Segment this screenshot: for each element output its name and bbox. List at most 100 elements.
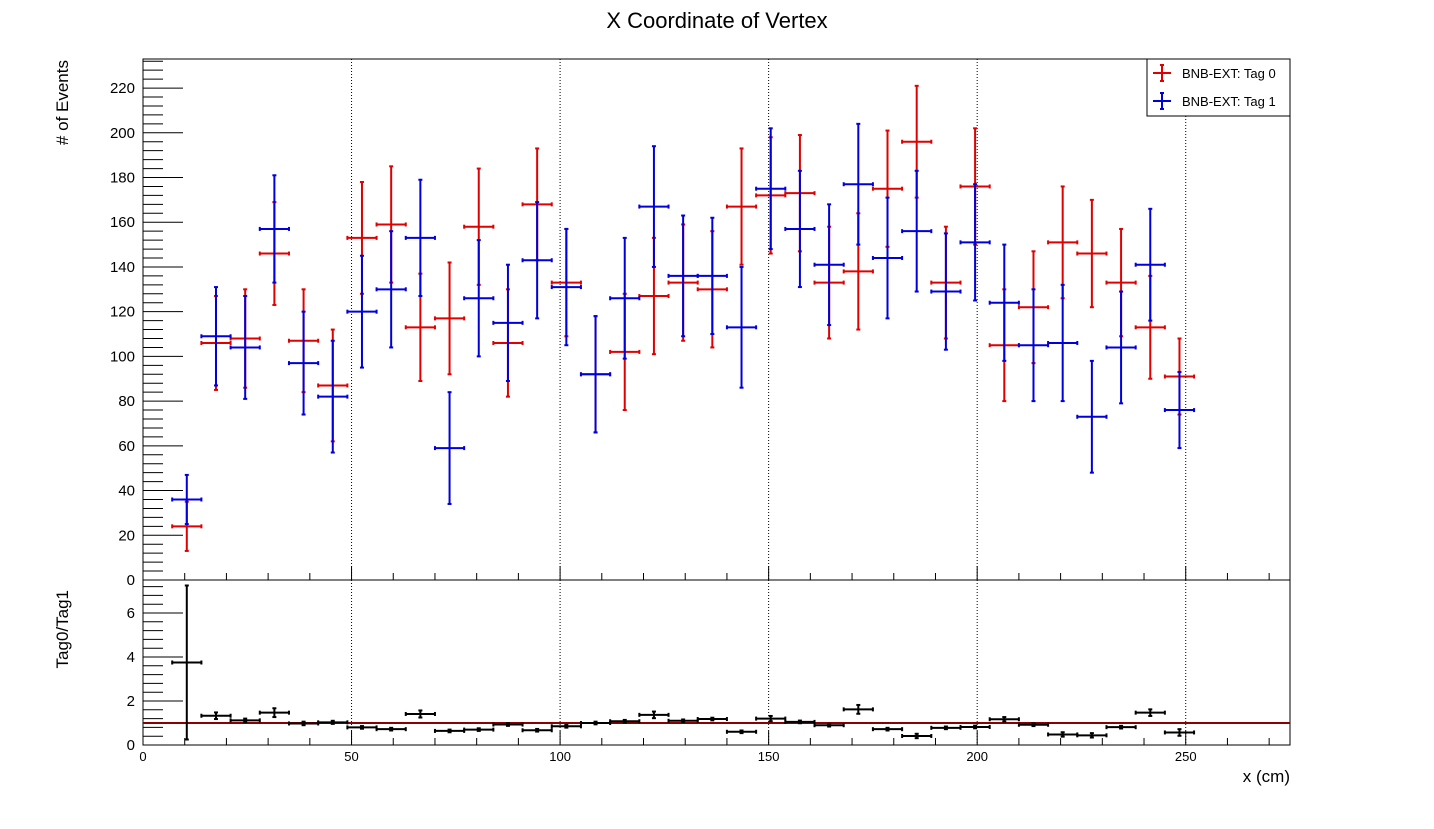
main-tag1-point	[433, 391, 466, 505]
ratio-x-tick-label: 0	[139, 749, 146, 764]
main-tag0-point	[1047, 185, 1079, 300]
main-tag1-point	[638, 145, 670, 268]
main-tag1-point	[813, 203, 845, 327]
main-tag1-point	[901, 169, 933, 293]
ratio-series	[171, 584, 1196, 741]
main-tag1-point	[492, 263, 524, 382]
ratio-point	[1134, 708, 1166, 717]
ratio-point	[813, 722, 845, 728]
legend: BNB-EXT: Tag 0 BNB-EXT: Tag 1	[1146, 58, 1291, 117]
ratio-point	[258, 707, 290, 719]
ratio-y-tick-label: 2	[127, 693, 135, 710]
main-tag1-point	[579, 315, 612, 434]
ratio-point	[696, 716, 728, 722]
ratio-x-tick-label: 250	[1175, 749, 1197, 764]
main-tag1-point	[1134, 207, 1166, 322]
ratio-x-tick-label: 150	[758, 749, 780, 764]
main-tag1-point	[317, 339, 349, 454]
main-tag1-point	[200, 286, 232, 387]
main-tag1-point	[755, 127, 787, 251]
main-tag1-point	[346, 254, 378, 369]
main-tag1-point	[229, 295, 261, 400]
ratio-x-tick-label: 200	[966, 749, 988, 764]
ratio-point	[492, 722, 524, 727]
ratio-y-tick-label: 6	[127, 605, 135, 622]
ratio-point	[638, 710, 670, 720]
ratio-panel: 0 2 4 6 0 50 100 150 200 250	[127, 579, 1291, 764]
ratio-x-tick-label: 100	[549, 749, 571, 764]
main-y-tick-label: 40	[118, 483, 135, 500]
main-tag1-point	[550, 227, 582, 347]
chart-title: X Coordinate of Vertex	[606, 8, 827, 33]
main-tag1-point	[171, 473, 203, 526]
main-tag1-point	[988, 243, 1020, 362]
ratio-point	[901, 732, 933, 740]
ratio-point	[1163, 728, 1196, 737]
main-tag1-point	[1017, 288, 1050, 403]
ratio-point	[463, 727, 495, 732]
ratio-point	[521, 727, 553, 733]
ratio-point	[1105, 724, 1137, 730]
ratio-point	[755, 714, 787, 723]
main-tag1-series	[171, 122, 1196, 526]
ratio-y-tick-label: 4	[127, 649, 135, 666]
ratio-point	[171, 584, 203, 741]
ratio-point	[200, 711, 232, 721]
main-tag1-point	[1047, 283, 1079, 403]
main-tag1-point	[842, 122, 874, 246]
ratio-point	[1047, 731, 1079, 738]
ratio-point	[375, 726, 407, 732]
main-tag1-point	[258, 174, 290, 284]
ratio-point	[988, 716, 1020, 723]
main-tag1-point	[1076, 359, 1108, 474]
main-tag0-point	[1076, 198, 1108, 309]
ratio-point	[317, 719, 349, 725]
main-y-tick-label: 0	[127, 572, 135, 589]
ratio-point	[725, 729, 758, 735]
ratio-point	[579, 720, 612, 726]
ratio-point	[550, 723, 582, 729]
ratio-point	[959, 724, 991, 730]
main-y-tick-label: 160	[110, 214, 135, 231]
main-tag0-point	[725, 147, 758, 266]
main-tag1-point	[725, 265, 758, 389]
main-tag0-point	[433, 261, 466, 376]
ratio-point	[842, 703, 874, 715]
main-tag1-point	[609, 236, 641, 360]
ratio-y-tick-label: 0	[127, 737, 135, 754]
main-tag1-point	[521, 201, 553, 320]
main-tag1-point	[667, 214, 699, 338]
x-axis-label: x (cm)	[1243, 767, 1290, 786]
main-frame	[142, 58, 1291, 581]
main-tag1-point	[463, 239, 495, 358]
legend-box	[1146, 58, 1291, 117]
main-y-tick-label: 200	[110, 125, 135, 142]
ratio-frame	[142, 579, 1291, 746]
main-tag1-point	[375, 230, 407, 349]
legend-label: BNB-EXT: Tag 1	[1182, 94, 1276, 109]
main-tag1-point	[287, 310, 320, 416]
legend-entry: BNB-EXT: Tag 1	[1153, 92, 1276, 110]
legend-label: BNB-EXT: Tag 0	[1182, 66, 1276, 81]
main-tag1-point	[696, 216, 728, 336]
main-y-tick-label: 100	[110, 348, 135, 365]
main-y-tick-label: 180	[110, 170, 135, 187]
main-y-tick-label: 80	[118, 393, 135, 410]
y-axis-label: # of Events	[53, 60, 72, 145]
ratio-point	[229, 717, 261, 724]
ratio-point	[346, 725, 378, 730]
ratio-point	[871, 726, 904, 732]
main-tag1-point	[959, 183, 991, 302]
main-tag1-point	[1105, 290, 1137, 405]
ratio-point	[404, 709, 436, 719]
ratio-x-tick-label: 50	[344, 749, 358, 764]
main-y-tick-label: 20	[118, 527, 135, 544]
ratio-point	[1017, 722, 1050, 728]
main-tag1-point	[871, 196, 904, 320]
main-y-tick-label: 140	[110, 259, 135, 276]
main-panel: 0 20 40 60 80 100 120 140 160 180 200 220	[110, 58, 1291, 589]
main-tag1-point	[404, 178, 436, 298]
main-tag1-point	[1163, 371, 1196, 450]
ratio-point	[1076, 732, 1108, 739]
